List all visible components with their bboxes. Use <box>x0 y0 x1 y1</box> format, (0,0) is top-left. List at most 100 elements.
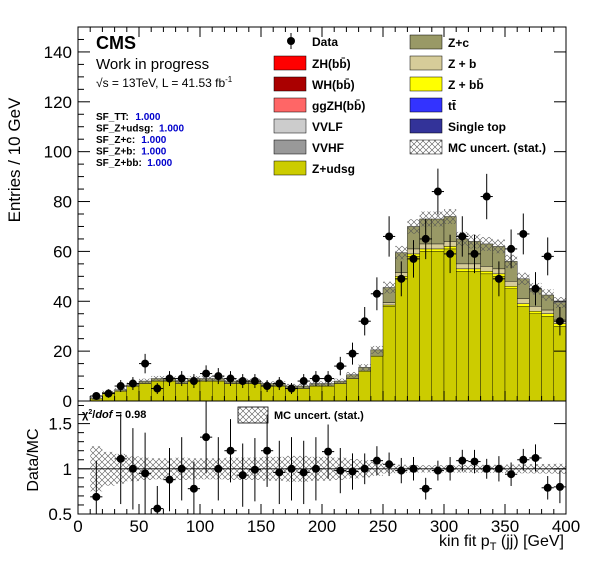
hist-bar <box>358 370 372 402</box>
hist-bar <box>517 306 530 402</box>
ratio-point <box>360 464 369 473</box>
unc-box <box>358 364 371 371</box>
ratio-point <box>226 446 235 455</box>
legend-label-data: Data <box>312 35 338 49</box>
ratio-point <box>141 469 150 478</box>
ratio-point <box>507 470 516 479</box>
legend-swatch-unc <box>409 139 443 155</box>
hist-bar <box>541 309 554 314</box>
legend-swatch <box>273 76 307 92</box>
x-tick-label: 350 <box>491 517 519 536</box>
legend-label: Z + b <box>448 57 476 71</box>
data-point <box>421 234 430 243</box>
hist-bar <box>309 385 323 402</box>
unc-box <box>139 378 152 384</box>
data-point <box>470 249 479 258</box>
ratio-point <box>214 464 223 473</box>
data-point <box>287 384 296 393</box>
hist-bar <box>346 378 359 402</box>
data-point <box>275 379 284 388</box>
legend-label: Single top <box>448 120 506 134</box>
hist-bar <box>431 248 445 252</box>
ratio-points <box>90 401 566 514</box>
data-point <box>348 349 357 358</box>
data-point <box>165 374 174 383</box>
hist-bar <box>199 380 213 402</box>
ratio-unc-legend-swatch <box>237 406 269 424</box>
ratio-point <box>470 457 479 466</box>
data-point <box>104 389 113 398</box>
sf-label: SF_TT: <box>96 112 129 123</box>
ratio-point <box>311 464 320 473</box>
hist-bar <box>419 251 433 402</box>
legend-swatch <box>273 118 307 134</box>
ratio-point <box>238 471 247 480</box>
hist-bar <box>370 355 384 402</box>
unc-box <box>151 375 164 382</box>
y-tick-label: 80 <box>53 193 72 212</box>
hist-bar <box>456 271 469 402</box>
ratio-point <box>189 484 198 493</box>
hist-bar <box>431 243 445 250</box>
data-point <box>226 374 235 383</box>
ratio-point <box>153 504 162 513</box>
x-tick-label: 300 <box>430 517 458 536</box>
legend-swatch <box>273 160 307 176</box>
main-x-ticks <box>77 27 567 401</box>
ratio-point <box>482 464 491 473</box>
unc-box <box>334 378 347 384</box>
data-point <box>92 392 101 401</box>
sf-value: 1.000 <box>135 112 160 123</box>
hist-bar <box>456 268 469 272</box>
chi2-label: χ2/dof = 0.98 <box>82 409 146 421</box>
legend-label: ggZH(bb̄) <box>312 99 365 113</box>
sf-value: 1.000 <box>141 135 166 146</box>
data-point <box>482 192 491 201</box>
data-point <box>299 377 308 386</box>
data-point <box>214 372 223 381</box>
hist-bar <box>517 298 530 304</box>
unc-box <box>480 236 493 251</box>
unc-box <box>553 297 566 308</box>
ratio-point <box>299 468 308 477</box>
ratio-point <box>372 456 381 465</box>
unc-box <box>395 245 408 260</box>
data-point <box>397 274 406 283</box>
x-axis-label: kin fit pT (jj) [GeV] <box>439 533 564 553</box>
hist-bar <box>321 385 335 402</box>
data-point <box>324 374 333 383</box>
data-point <box>128 379 137 388</box>
unc-box <box>541 289 554 301</box>
hist-bar <box>504 286 518 290</box>
legend: Data ZH(bb̄) WH(bb̄) ggZH(bb̄) VVLF VVHF Z+uds… <box>273 33 546 176</box>
hist-bar <box>138 383 152 402</box>
unc-box <box>517 272 530 285</box>
hist-bar <box>480 266 494 272</box>
hist-bar <box>541 313 554 317</box>
hist-bar <box>529 306 542 312</box>
hist-bar <box>334 383 347 402</box>
main-y-axis-label: Entries / 10 GeV <box>5 97 24 222</box>
unc-box <box>431 211 444 227</box>
x-tick-label: 400 <box>552 517 580 536</box>
hist-bar <box>480 271 494 275</box>
ratio-y-tick-label: 1 <box>63 460 72 479</box>
x-tick-label: 0 <box>73 517 82 536</box>
ratio-point <box>263 446 272 455</box>
unc-box <box>407 219 420 234</box>
hist-bar <box>382 302 396 306</box>
legend-label: WH(bb̄) <box>312 78 355 92</box>
data-point <box>458 232 467 241</box>
hist-bar <box>407 256 420 402</box>
y-tick-label: 0 <box>63 392 72 411</box>
hist-bar <box>175 383 189 402</box>
ratio-point <box>275 468 284 477</box>
hist-bar <box>431 251 445 402</box>
x-tick-label: 150 <box>247 517 275 536</box>
ratio-unc-legend-label: MC uncert. (stat.) <box>274 410 364 422</box>
data-point <box>543 252 552 261</box>
sf-label: SF_Z+c: <box>96 135 135 146</box>
data-point <box>153 384 162 393</box>
